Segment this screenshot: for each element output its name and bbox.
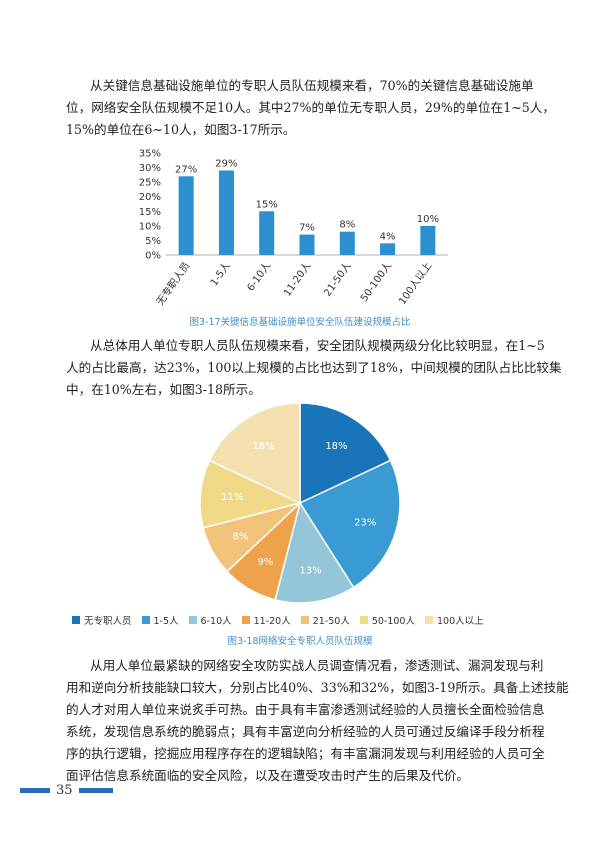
paragraph-1-line-2: 位，网络安全队伍规模不足10人。其中27%的单位无专职人员，29%的单位在1~5… [66, 100, 555, 115]
pie-slice-7 [208, 402, 301, 505]
legend-label: 11-20人 [253, 616, 291, 627]
legend-label: 100人以上 [436, 616, 484, 627]
bar-value-label: 27% [175, 164, 197, 175]
pie-value-label: 18% [325, 441, 347, 452]
y-tick-label: 30% [139, 163, 161, 174]
paragraph-3-line-1: 从用人单位最紧缺的网络安全攻防实战人员调查情况看，渗透测试、漏洞发现与利 [90, 658, 544, 673]
bar-3 [259, 211, 275, 255]
paragraph-3-line-2: 用和逆向分析技能缺口较大，分别占比40%、33%和32%，如图3-19所示。具备… [66, 680, 569, 695]
legend-item: 21-50人 [300, 613, 350, 627]
legend-label: 1-5人 [153, 616, 179, 627]
y-tick-label: 25% [139, 178, 161, 189]
legend-item: 50-100人 [359, 613, 415, 627]
x-tick-label: 100人以上 [396, 260, 434, 307]
x-tick-label: 1-5人 [208, 260, 233, 288]
x-tick-label: 无专职人员 [153, 259, 192, 307]
pie-slice-2 [298, 459, 401, 589]
pie-chart-fig-3-18: 18% 23% 13% 9% 8% 11% 18% [199, 402, 401, 604]
pie-slice-1 [299, 402, 392, 505]
pie-value-label: 23% [354, 517, 376, 528]
paragraph-3: 从用人单位最紧缺的网络安全攻防实战人员调查情况看，渗透测试、漏洞发现与利 用和逆… [66, 655, 569, 787]
bar-value-label: 4% [380, 231, 396, 242]
bar-value-label: 15% [256, 199, 278, 210]
paragraph-2-line-2: 人的占比最高，达23%，100以上规模的占比也达到了18%，中间规模的团队占比比… [66, 360, 562, 375]
legend-item: 1-5人 [141, 613, 179, 627]
x-tick-label: 11-20人 [281, 260, 313, 299]
bar-4 [299, 234, 315, 255]
paragraph-2: 从总体用人单位专职人员队伍规模来看，安全团队规模两级分化比较明显，在1~5 人的… [66, 335, 562, 401]
legend-item: 无专职人员 [72, 613, 132, 627]
y-tick-label: 10% [139, 221, 161, 232]
bar-7 [420, 225, 436, 255]
bar-value-label: 8% [339, 220, 355, 231]
x-tick-label: 21-50人 [322, 260, 354, 299]
paragraph-3-line-3: 的人才对用人单位来说炙手可热。由于具有丰富渗透测试经验的人员擅长全面检验信息 [66, 702, 545, 717]
legend-label: 6-10人 [200, 616, 232, 627]
pie-slice-6 [199, 459, 303, 529]
y-tick-label: 0% [145, 251, 161, 262]
y-tick-label: 15% [139, 207, 161, 218]
legend-item: 100人以上 [424, 613, 484, 627]
legend-item: 6-10人 [188, 613, 232, 627]
legend-label: 50-100人 [371, 616, 415, 627]
legend-label: 21-50人 [312, 616, 350, 627]
legend-swatch [188, 616, 197, 624]
footer-bar-left [20, 787, 50, 793]
bar-6 [380, 243, 396, 255]
pie-value-label: 11% [221, 492, 243, 503]
pie-slice-3 [274, 501, 355, 604]
bar-chart-fig-3-17: 0% 5% 10% 15% 20% 25% 30% 35% 27% 无专职人员 29% 1-5人 15%… [139, 149, 448, 308]
pie-value-label: 8% [232, 531, 248, 542]
y-tick-label: 5% [145, 236, 161, 247]
x-tick-label: 6-10人 [245, 260, 274, 294]
y-tick-label: 35% [139, 149, 161, 160]
page-footer: 35 [20, 782, 113, 798]
pie-value-label: 18% [252, 441, 274, 452]
paragraph-2-line-1: 从总体用人单位专职人员队伍规模来看，安全团队规模两级分化比较明显，在1~5 [90, 338, 545, 353]
paragraph-1-line-1: 从关键信息基础设施单位的专职人员队伍规模来看，70%的关键信息基础设施单 [90, 78, 534, 93]
legend-label: 无专职人员 [84, 616, 132, 627]
legend-swatch [72, 616, 80, 624]
bar-5 [339, 231, 355, 255]
legend-item: 11-20人 [241, 613, 291, 627]
bar-2 [218, 170, 234, 255]
legend-swatch [300, 616, 309, 624]
fig-3-17-caption: 图3-17关键信息基础设施单位安全队伍建设规模占比 [189, 317, 411, 328]
pie-value-label: 9% [257, 557, 273, 568]
bar-value-label: 10% [417, 214, 439, 225]
legend-swatch [424, 616, 433, 624]
paragraph-2-line-3: 中，在10%左右，如图3-18所示。 [66, 382, 261, 397]
paragraph-3-line-4: 系统，发现信息系统的脆弱点；具有丰富逆向分析经验的人员可通过反编译手段分析程 [66, 724, 545, 739]
paragraph-1: 从关键信息基础设施单位的专职人员队伍规模来看，70%的关键信息基础设施单 位，网… [66, 75, 555, 141]
legend-swatch [359, 616, 368, 624]
paragraph-1-line-3: 15%的单位在6~10人，如图3-17所示。 [66, 122, 296, 137]
paragraph-3-line-5: 序的执行逻辑，挖掘应用程序存在的逻辑缺陷；有丰富漏洞发现与利用经验的人员可全 [66, 746, 545, 761]
bar-1 [178, 176, 194, 255]
paragraph-3-line-6: 面评估信息系统面临的安全风险，以及在遭受攻击时产生的后果及代价。 [66, 768, 469, 783]
y-tick-label: 20% [139, 192, 161, 203]
page-number: 35 [56, 782, 73, 798]
pie-legend: 无专职人员 1-5人 6-10人 11-20人 21-50人 50-100人 100人以上 [72, 613, 542, 627]
footer-bar-right [78, 787, 113, 793]
fig-3-18-caption: 图3-18网络安全专职人员队伍规模 [227, 636, 373, 647]
pie-value-label: 13% [300, 566, 322, 577]
bar-value-label: 29% [215, 158, 237, 169]
legend-swatch [141, 616, 150, 624]
x-tick-label: 50-100人 [358, 260, 394, 304]
legend-swatch [241, 616, 250, 624]
bar-value-label: 7% [299, 223, 315, 234]
